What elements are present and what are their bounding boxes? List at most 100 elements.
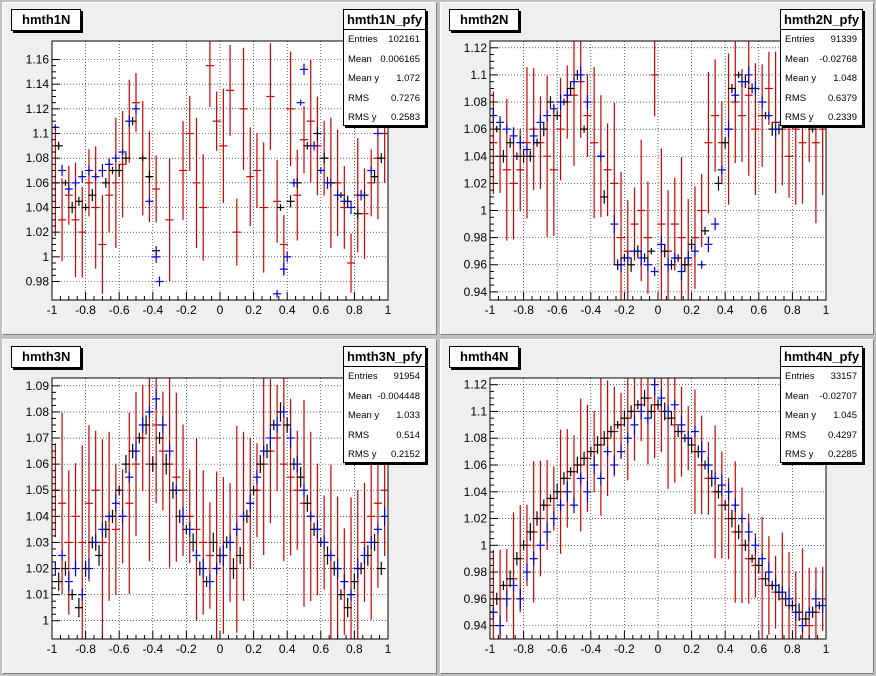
data-point [526,150,535,162]
data-point [526,523,535,541]
data-point [738,76,746,87]
data-point [502,590,511,607]
data-point [690,426,699,437]
x-tick-label: 0.8 [784,303,801,317]
y-tick-label: 1.08 [464,431,488,445]
data-point [600,431,609,446]
data-point [118,111,127,218]
data-point [323,176,332,189]
data-point [711,59,720,172]
data-point [303,142,312,150]
data-point [617,444,626,460]
data-point [684,250,693,266]
data-point [266,428,275,448]
data-point [333,129,342,237]
data-point [326,550,335,561]
chart-svg: -1 -0.8 -0.6 -0.4 -0.2 0 0.2 0.4 0.6 0.8 1 0.94 0.96… [464,40,830,317]
data-point [377,153,386,164]
data-point [64,184,73,194]
data-point [654,399,662,410]
data-point [744,41,753,176]
data-point [155,276,164,287]
stats-row: Entries 91954 [344,367,425,387]
chart-svg: -1 -0.8 -0.6 -0.4 -0.2 0 0.2 0.4 0.6 0.8 1 0.94 0.96… [464,377,830,656]
y-tick-label: 1.08 [26,151,50,165]
data-point [189,533,198,552]
data-point [512,152,521,160]
y-tick-label: 1.08 [464,95,488,109]
x-tick-label: -1 [485,642,496,656]
data-point [785,588,794,610]
data-point [293,430,302,550]
data-point [590,67,599,219]
data-point [64,165,73,225]
data-point [185,469,194,564]
x-tick-label: -1 [485,303,496,317]
data-point [95,545,104,566]
data-point [105,511,114,522]
data-point [650,41,659,117]
data-point [320,535,329,550]
stats-value: -0.02707 [819,390,857,402]
x-tick-label: 0.2 [683,303,700,317]
data-point [798,618,807,633]
data-point [84,149,93,217]
y-tick-label: 1.04 [26,201,50,215]
data-point [633,400,642,410]
data-point [226,44,235,136]
data-point [529,126,538,145]
data-point [785,114,794,198]
data-point [293,455,302,473]
data-point [296,466,305,488]
x-tick-label: -0.8 [75,642,96,656]
data-point [111,154,120,163]
data-point [152,378,161,504]
data-point [300,483,308,497]
data-point [506,570,515,588]
data-point [54,572,63,591]
data-point [556,94,565,110]
data-point [286,195,295,208]
stats-label: RMS [785,92,807,104]
data-point [741,539,750,551]
data-point [350,573,359,590]
stats-box: hmth2N_pfy Entries 91339 Mean -0.02768 Mean y… [780,9,863,126]
data-point [664,404,673,419]
data-point [603,446,612,457]
data-point [219,88,228,204]
x-tick-label: 0.2 [245,303,262,317]
data-point [637,250,646,266]
data-point [566,82,575,95]
data-point [111,494,120,513]
data-point [118,509,127,524]
data-point [78,588,87,601]
stats-label: RMS y [785,112,814,123]
data-point [808,125,817,133]
data-point [522,67,531,219]
data-point [617,171,626,300]
stats-label: Mean y [348,410,380,421]
stats-value: 33157 [830,371,857,382]
y-tick-label: 1 [42,250,49,264]
y-tick-label: 1.06 [26,457,50,471]
x-tick-label: -0.2 [614,642,635,656]
data-point [192,117,201,248]
data-point [724,483,733,501]
stats-row: Mean y 1.045 [781,406,862,426]
data-point [236,547,245,564]
data-point [570,497,578,514]
data-point [380,507,388,526]
data-point [219,545,228,566]
data-point [279,378,288,562]
x-tick-label: -0.4 [580,642,601,656]
data-point [340,197,349,206]
data-point [499,149,508,163]
data-point [98,439,107,639]
data-point [108,166,117,175]
data-point [610,215,619,234]
data-point [687,437,696,453]
x-tick-label: -0.8 [75,303,96,317]
data-point [563,89,572,102]
data-point [158,416,167,434]
data-point [71,560,80,577]
